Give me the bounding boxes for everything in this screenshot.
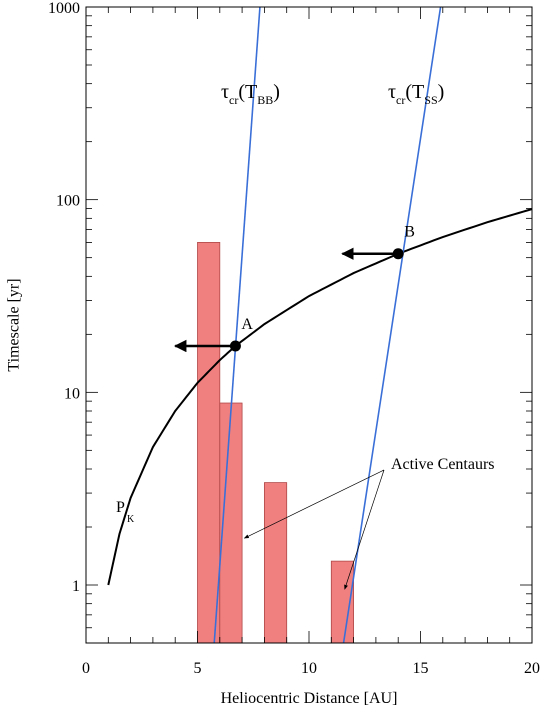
bars-layer bbox=[197, 242, 354, 643]
tau-bb-label-sub2: BB bbox=[257, 93, 273, 107]
marker-label-a: A bbox=[241, 316, 253, 333]
y-tick-label: 100 bbox=[56, 193, 80, 210]
tick-labels-layer: 0 5 10 15 20 1 10 100 1000 bbox=[48, 0, 540, 677]
pk-label: P bbox=[116, 499, 125, 516]
pk-curve bbox=[107, 208, 532, 586]
active-centaurs-label: Active Centaurs bbox=[391, 456, 495, 473]
bar-3 bbox=[330, 560, 354, 643]
bar-2 bbox=[263, 482, 288, 643]
pk-label-sub: K bbox=[127, 514, 135, 525]
tau-ss-label-sub1: cr bbox=[396, 93, 405, 107]
marker-label-b: B bbox=[404, 224, 415, 241]
active-centaurs-pointer-0 bbox=[243, 469, 385, 539]
x-axis-title: Heliocentric Distance [AU] bbox=[221, 690, 398, 707]
tau-bb-label-paren: (T bbox=[238, 81, 257, 103]
x-tick-label: 10 bbox=[301, 660, 317, 677]
tau-bb-label: τcr(TBB) bbox=[221, 81, 280, 107]
active-centaurs-pointer-1 bbox=[344, 469, 385, 590]
y-tick-label: 1000 bbox=[48, 0, 80, 17]
ticks-layer bbox=[85, 6, 533, 644]
curves-layer bbox=[107, 7, 532, 643]
marker-point-b bbox=[392, 248, 404, 260]
bar-0 bbox=[197, 242, 221, 643]
tau-bb-label-close: ) bbox=[273, 81, 280, 103]
tau-bb-line bbox=[213, 7, 261, 643]
x-tick-label: 5 bbox=[194, 660, 202, 677]
tau-bb-label-tau: τ bbox=[221, 81, 229, 103]
y-axis-title: Timescale [yr] bbox=[6, 278, 23, 371]
tau-ss-label-sub2: SS bbox=[424, 93, 437, 107]
plot-frame bbox=[85, 6, 533, 644]
tau-ss-label-paren: (T bbox=[405, 81, 424, 103]
y-tick-label: 10 bbox=[64, 385, 80, 402]
y-tick-label: 1 bbox=[72, 578, 80, 595]
marker-point-a bbox=[229, 340, 241, 352]
tau-ss-line bbox=[342, 7, 442, 643]
markers-layer: AB bbox=[173, 224, 415, 353]
x-tick-label: 15 bbox=[413, 660, 429, 677]
x-tick-label: 20 bbox=[524, 660, 540, 677]
tau-ss-label: τcr(TSS) bbox=[388, 81, 444, 107]
tau-ss-label-close: ) bbox=[438, 81, 445, 103]
x-tick-label: 0 bbox=[82, 660, 90, 677]
tau-bb-label-sub1: cr bbox=[229, 93, 238, 107]
tau-ss-label-tau: τ bbox=[388, 81, 396, 103]
